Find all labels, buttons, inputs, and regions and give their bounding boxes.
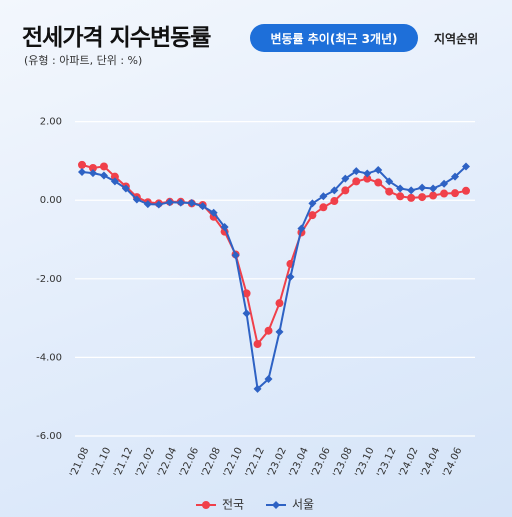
point: [78, 160, 86, 169]
point: [99, 171, 108, 180]
x-tick-label: '23.06: [310, 446, 333, 479]
y-tick-label: 2.00: [40, 117, 62, 128]
point: [374, 178, 383, 187]
point: [385, 187, 394, 196]
point: [275, 299, 284, 308]
x-tick-label: '22.02: [134, 446, 157, 479]
point: [231, 251, 240, 260]
point: [374, 165, 383, 174]
point: [341, 174, 350, 183]
legend-label: 서울: [292, 498, 314, 512]
series-line: [81, 163, 467, 347]
point: [198, 202, 207, 211]
point: [242, 309, 251, 318]
point: [330, 186, 339, 195]
point: [220, 222, 229, 231]
point: [363, 169, 372, 178]
legend-label: 전국: [222, 498, 244, 512]
point: [352, 177, 361, 186]
point: [143, 200, 152, 209]
point: [242, 289, 251, 298]
point: [308, 199, 317, 208]
x-tick-label: '24.04: [419, 446, 442, 479]
point: [396, 192, 405, 201]
x-tick-label: '23.04: [288, 446, 311, 479]
legend-marker: [272, 501, 280, 509]
tab-other[interactable]: 지역순위: [434, 32, 479, 46]
point: [352, 167, 361, 176]
x-tick-label: '23.12: [375, 446, 398, 479]
x-tick-label: '21.08: [68, 446, 91, 479]
point: [253, 384, 262, 393]
point: [418, 193, 427, 202]
point: [154, 200, 163, 209]
point: [88, 164, 97, 173]
point: [418, 183, 427, 192]
point: [429, 191, 438, 200]
point: [407, 193, 416, 202]
x-tick-label: '22.10: [222, 446, 245, 479]
x-tick-label: '24.02: [397, 446, 420, 479]
legend-marker: [202, 501, 210, 509]
point: [275, 327, 284, 336]
x-tick-label: '23.08: [332, 446, 355, 479]
x-tick-label: '24.06: [441, 446, 464, 479]
point: [396, 184, 405, 193]
point: [209, 208, 218, 217]
x-tick-label: '21.10: [90, 446, 113, 479]
point: [319, 192, 328, 201]
point: [462, 186, 470, 195]
point: [341, 186, 350, 195]
point: [297, 224, 306, 233]
point: [363, 174, 372, 183]
point: [187, 198, 196, 207]
point: [308, 211, 317, 220]
point: [121, 184, 130, 193]
y-tick-label: -2.00: [36, 274, 62, 285]
x-tick-label: '22.08: [200, 446, 223, 479]
point: [330, 197, 339, 206]
point: [451, 189, 460, 198]
point: [78, 167, 86, 176]
title: 전세가격 지수변동률: [22, 25, 211, 51]
point: [253, 340, 262, 349]
point: [286, 272, 295, 281]
x-tick-label: '23.10: [353, 446, 376, 479]
point: [110, 172, 119, 181]
point: [429, 184, 438, 193]
tab-active[interactable]: 변동률 추이(최근 3개년): [250, 24, 418, 52]
point: [165, 198, 174, 207]
point: [407, 186, 416, 195]
subtitle: (유형 : 아파트, 단위 : %): [24, 54, 143, 67]
point: [440, 179, 449, 188]
y-tick-label: -6.00: [36, 431, 62, 442]
point: [110, 177, 119, 186]
x-tick-label: '21.12: [112, 446, 135, 479]
point: [176, 198, 185, 207]
point: [264, 375, 273, 384]
point: [88, 169, 97, 178]
y-tick-label: 0.00: [40, 195, 62, 206]
x-tick-label: '22.04: [156, 446, 179, 479]
x-tick-label: '22.12: [244, 446, 267, 479]
x-tick-label: '22.06: [178, 446, 201, 479]
point: [132, 195, 141, 204]
point: [99, 162, 108, 171]
point: [451, 172, 460, 181]
point: [440, 189, 449, 198]
point: [319, 203, 328, 212]
point: [462, 162, 470, 171]
y-tick-label: -4.00: [36, 352, 62, 363]
x-tick-label: '23.02: [266, 446, 289, 479]
point: [385, 177, 394, 186]
point: [264, 326, 273, 335]
